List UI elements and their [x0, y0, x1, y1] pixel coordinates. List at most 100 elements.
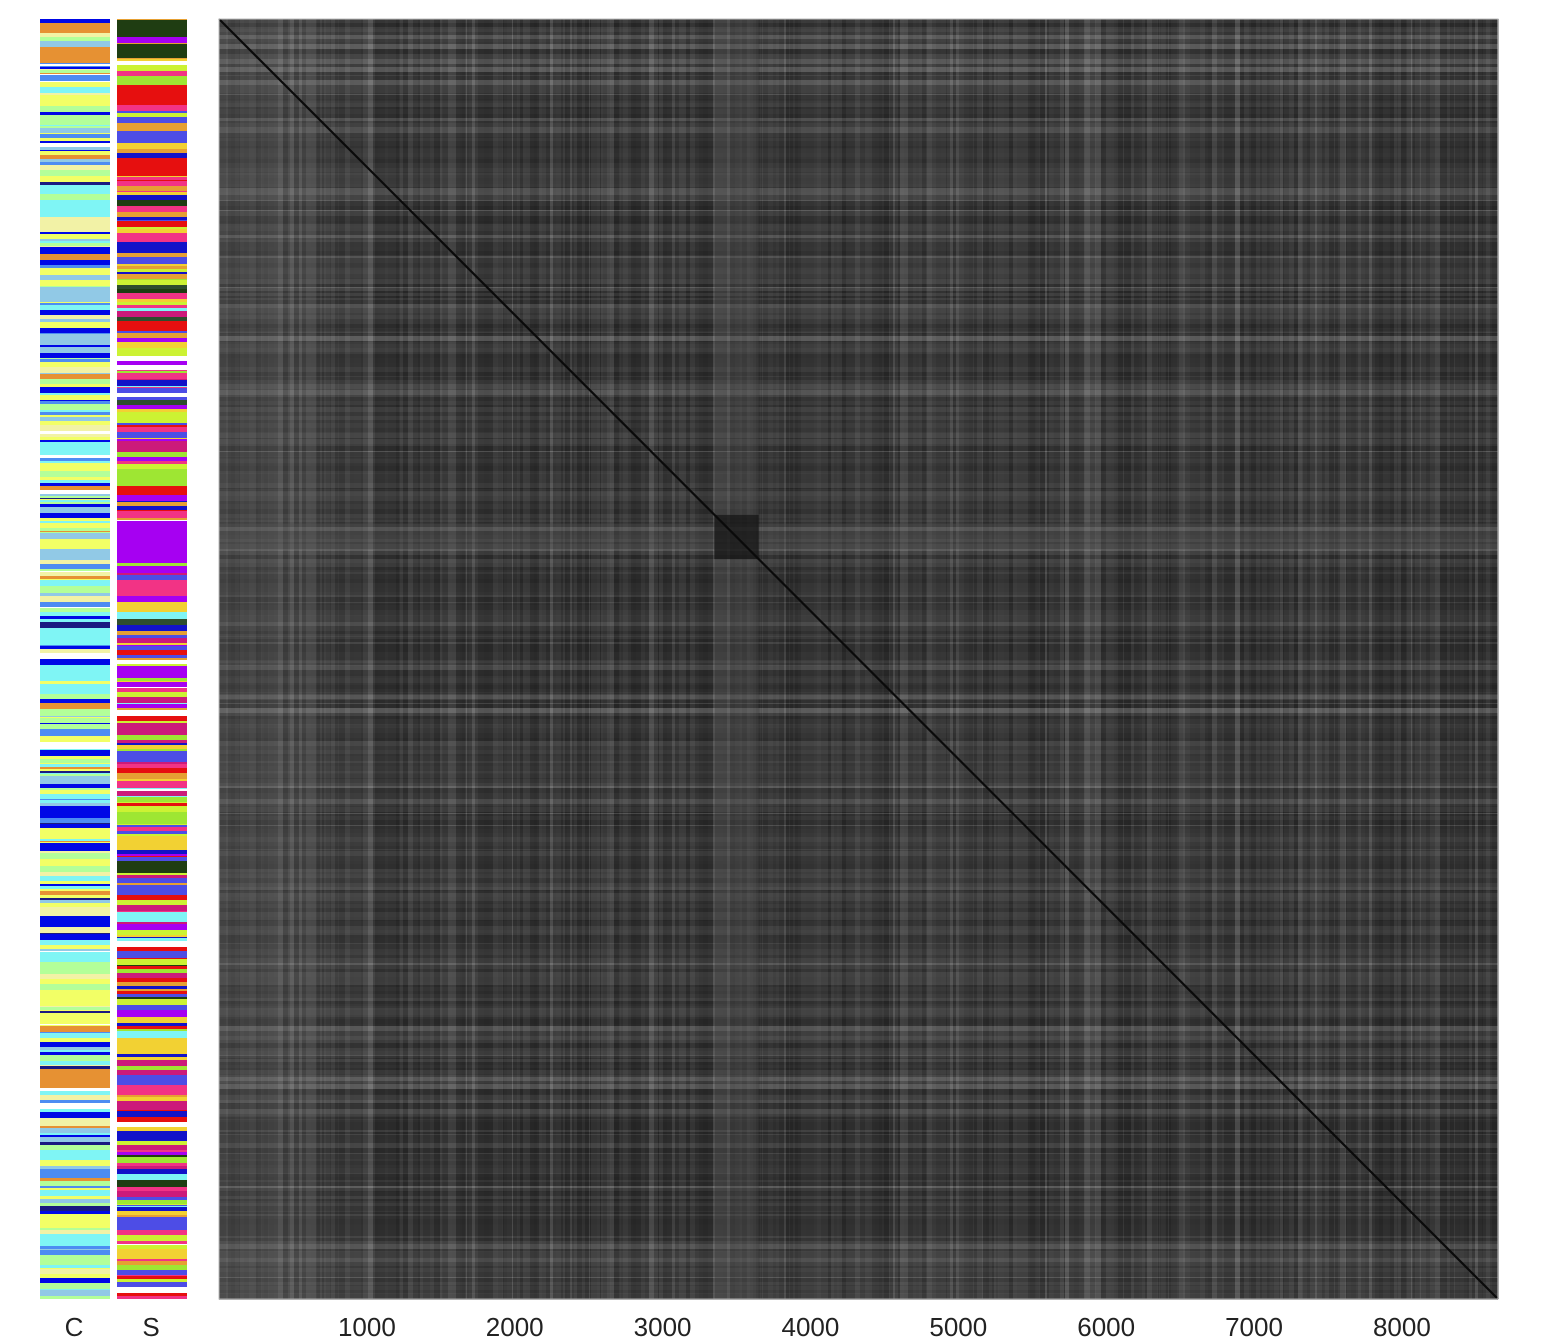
annotation-segment	[40, 1013, 110, 1024]
heatmap-cell-column	[556, 19, 561, 1299]
annotation-segment	[40, 586, 110, 587]
heatmap-cell-column	[1351, 19, 1356, 1299]
heatmap-cell-column	[507, 19, 512, 1299]
heatmap-cell-column	[338, 19, 339, 1299]
heatmap-cell-column	[440, 19, 442, 1299]
heatmap-cell-column	[388, 19, 392, 1299]
heatmap-cell-column	[869, 19, 872, 1299]
heatmap-cell-column	[1269, 19, 1270, 1299]
heatmap-cell-column	[1303, 19, 1307, 1299]
heatmap-cell-column	[240, 19, 244, 1299]
annotation-segment	[117, 269, 187, 272]
annotation-segment	[117, 941, 187, 947]
heatmap-cell-row	[219, 280, 1498, 284]
heatmap-cell-row	[219, 1192, 1498, 1196]
heatmap-cell-row	[219, 1120, 1498, 1122]
heatmap-cell-row	[219, 1206, 1498, 1210]
annotation-segment	[40, 471, 110, 473]
heatmap-cell-row	[219, 849, 1498, 850]
heatmap-cross-band-v	[714, 19, 759, 1299]
heatmap-cell-column	[723, 19, 727, 1299]
heatmap-cell-row	[219, 1134, 1498, 1135]
annotation-segment	[40, 723, 110, 724]
annotation-segment	[117, 643, 187, 645]
heatmap-cell-row	[219, 127, 1498, 131]
annotation-segment	[117, 510, 187, 511]
heatmap-cell-row	[219, 228, 1498, 231]
heatmap-cell-column	[1421, 19, 1426, 1299]
heatmap-cell-column	[768, 19, 773, 1299]
annotation-segment	[40, 1010, 110, 1011]
heatmap-cell-column	[1478, 19, 1482, 1299]
heatmap-cell-row	[219, 930, 1498, 933]
heatmap-cell-row	[219, 1210, 1498, 1211]
annotation-segment	[40, 676, 110, 681]
heatmap-cell-column	[478, 19, 482, 1299]
annotation-segment	[40, 1230, 110, 1234]
heatmap-cell-row	[219, 754, 1498, 756]
annotation-segment	[40, 69, 110, 70]
heatmap-cell-row	[219, 121, 1498, 123]
heatmap-cell-column	[408, 19, 413, 1299]
annotation-segment	[40, 458, 110, 461]
heatmap-cell-column	[1232, 19, 1235, 1299]
heatmap-cell-column	[539, 19, 542, 1299]
annotation-segment	[117, 688, 187, 692]
heatmap-cell-column	[1235, 19, 1240, 1299]
heatmap-cell-column	[1069, 19, 1074, 1299]
heatmap-cell-row	[219, 616, 1498, 620]
heatmap-cell-column	[947, 19, 950, 1299]
heatmap-cell-column	[649, 19, 654, 1299]
annotation-segment	[117, 1031, 187, 1034]
heatmap-cell-column	[620, 19, 621, 1299]
heatmap-cell-row	[219, 799, 1498, 804]
annotation-segment	[40, 756, 110, 759]
annotation-segment	[40, 759, 110, 763]
annotation-segment	[40, 962, 110, 968]
annotation-segment	[40, 373, 110, 374]
heatmap-cell-column	[1435, 19, 1440, 1299]
heatmap-cell-row	[219, 1001, 1498, 1004]
heatmap-cell-column	[226, 19, 228, 1299]
annotation-segment	[40, 499, 110, 500]
annotation-segment	[40, 477, 110, 480]
heatmap-cell-row	[219, 49, 1498, 54]
annotation-segment	[117, 973, 187, 978]
annotation-segment	[40, 750, 110, 756]
annotation-segment	[40, 496, 110, 498]
heatmap-cell-column	[462, 19, 465, 1299]
annotation-segment	[117, 660, 187, 664]
annotation-segment	[40, 328, 110, 333]
heatmap-cell-row	[219, 864, 1498, 869]
heatmap-cell-column	[1334, 19, 1335, 1299]
heatmap-cell-column	[964, 19, 969, 1299]
annotation-segment	[40, 1088, 110, 1091]
annotation-segment	[40, 37, 110, 41]
heatmap-cell-row	[219, 457, 1498, 458]
annotation-segment	[117, 386, 187, 387]
annotation-segment	[117, 338, 187, 342]
annotation-segment	[117, 143, 187, 149]
heatmap-cell-column	[571, 19, 572, 1299]
heatmap-cell-row	[219, 1089, 1498, 1094]
heatmap-cell-column	[926, 19, 927, 1299]
annotation-segment	[40, 490, 110, 494]
heatmap-cell-row	[219, 544, 1498, 549]
annotation-segment	[117, 1145, 187, 1150]
heatmap-cell-column	[1460, 19, 1464, 1299]
heatmap-cell-row	[219, 846, 1498, 849]
annotation-segment	[40, 374, 110, 379]
heatmap-cell-row	[219, 1188, 1498, 1191]
annotation-segment	[40, 151, 110, 155]
heatmap-cell-column	[1450, 19, 1451, 1299]
heatmap-cell-row	[219, 405, 1498, 407]
annotation-segment	[40, 1206, 110, 1211]
heatmap-cell-row	[219, 891, 1498, 893]
heatmap-cell-column	[1335, 19, 1338, 1299]
heatmap-cell-column	[1177, 19, 1179, 1299]
heatmap-cell-column	[756, 19, 759, 1299]
heatmap-cell-column	[1009, 19, 1013, 1299]
heatmap-cell-row	[219, 520, 1498, 522]
heatmap-cell-row	[219, 874, 1498, 876]
annotation-segment	[117, 1057, 187, 1060]
